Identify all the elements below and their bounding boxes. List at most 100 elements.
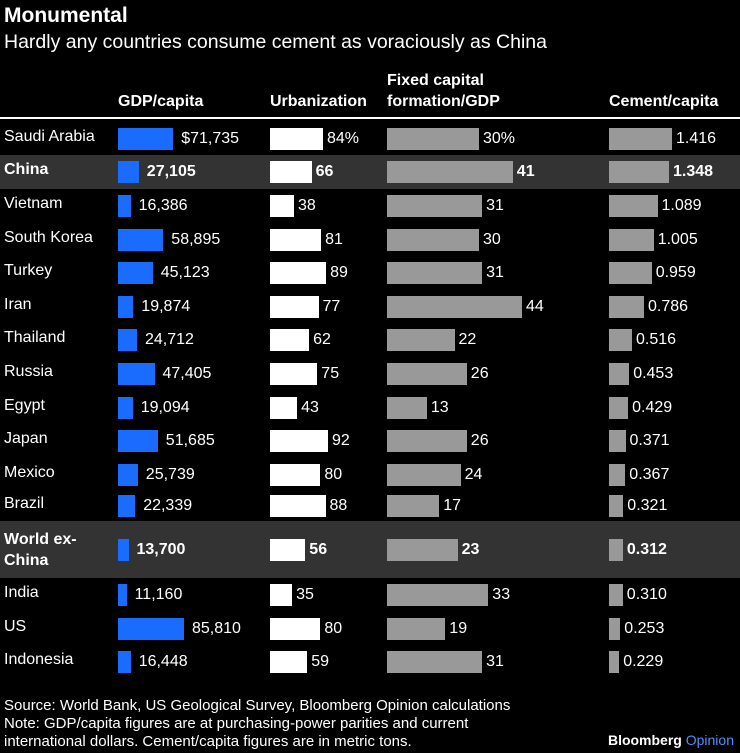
gdp-bar bbox=[118, 584, 127, 606]
cement-bar bbox=[609, 430, 626, 452]
country-label: India bbox=[4, 584, 39, 601]
cement-bar bbox=[609, 363, 630, 385]
gdp-bar bbox=[118, 617, 184, 640]
gdp-value: 58,895 bbox=[171, 230, 221, 248]
gdp-value: 11,160 bbox=[134, 586, 183, 603]
gdp-value: 13,700 bbox=[136, 540, 186, 558]
table-row: India 11,160 35 33 0.310 bbox=[0, 578, 740, 612]
gdp-bar bbox=[118, 495, 136, 517]
table-row: World ex- China 13,700 56 23 0.312 bbox=[0, 521, 740, 578]
urbanization-bar bbox=[270, 617, 321, 640]
fixed-capital-value: 30% bbox=[483, 129, 516, 147]
col-header-gfcf-line2: formation/GDP bbox=[387, 93, 500, 110]
source-note: Source: World Bank, US Geological Survey… bbox=[4, 697, 511, 714]
chart-title: Monumental bbox=[4, 4, 128, 27]
urbanization-value: 38 bbox=[298, 197, 316, 214]
table-row: US 85,810 80 19 0.253 bbox=[0, 612, 740, 645]
fixed-capital-value: 13 bbox=[430, 398, 449, 416]
urbanization-bar bbox=[270, 495, 326, 517]
country-label: China bbox=[4, 161, 49, 178]
urbanization-value: 88 bbox=[329, 497, 348, 514]
table-row: Vietnam 16,386 38 31 1.089 bbox=[0, 189, 740, 223]
country-label: Mexico bbox=[4, 463, 55, 481]
urbanization-bar bbox=[270, 329, 310, 351]
fixed-capital-bar bbox=[387, 396, 427, 419]
cement-value: 0.516 bbox=[636, 331, 677, 348]
cement-value: 1.089 bbox=[661, 197, 702, 214]
cement-value: 0.367 bbox=[629, 465, 670, 483]
gdp-value: 27,105 bbox=[146, 163, 196, 180]
note-line-2: international dollars. Cement/capita fig… bbox=[4, 733, 412, 750]
urbanization-value: 92 bbox=[332, 432, 350, 449]
fixed-capital-bar bbox=[387, 228, 479, 251]
fixed-capital-bar bbox=[387, 430, 467, 452]
gdp-bar bbox=[118, 228, 164, 251]
header-divider bbox=[0, 117, 740, 119]
country-label: Saudi Arabia bbox=[4, 127, 95, 145]
fixed-capital-value: 23 bbox=[461, 540, 480, 558]
cement-bar bbox=[609, 295, 644, 318]
cement-value: 0.959 bbox=[655, 264, 696, 281]
country-label: Egypt bbox=[4, 396, 45, 414]
table-row: Japan 51,685 92 26 0.371 bbox=[0, 424, 740, 458]
brand-logo: Bloomberg Opinion bbox=[608, 731, 734, 749]
urbanization-bar bbox=[270, 584, 293, 606]
gdp-value: 25,739 bbox=[145, 465, 195, 483]
chart-subtitle: Hardly any countries consume cement as v… bbox=[4, 31, 548, 53]
col-header-gfcf-line1: Fixed capital bbox=[387, 72, 484, 89]
fixed-capital-bar bbox=[387, 617, 446, 640]
gdp-bar bbox=[118, 430, 158, 452]
table-row: China 27,105 66 41 1.348 bbox=[0, 155, 740, 189]
fixed-capital-value: 41 bbox=[516, 163, 535, 180]
fixed-capital-value: 31 bbox=[486, 653, 504, 670]
gdp-value: 19,874 bbox=[141, 297, 191, 315]
table-row: Saudi Arabia $71,735 84% 30% 1.416 bbox=[0, 122, 740, 155]
urbanization-bar bbox=[270, 228, 322, 251]
fixed-capital-bar bbox=[387, 584, 489, 606]
gdp-value: 16,448 bbox=[138, 653, 188, 670]
urbanization-value: 59 bbox=[311, 653, 329, 670]
country-label: US bbox=[4, 617, 27, 635]
cement-value: 0.253 bbox=[624, 619, 665, 637]
urbanization-value: 56 bbox=[309, 540, 328, 558]
cement-value: 1.005 bbox=[657, 230, 698, 248]
fixed-capital-bar bbox=[387, 127, 479, 150]
gdp-value: $71,735 bbox=[181, 129, 240, 147]
urbanization-value: 75 bbox=[321, 365, 340, 382]
urbanization-bar bbox=[270, 396, 298, 419]
note-line-1: Note: GDP/capita figures are at purchasi… bbox=[4, 715, 469, 732]
fixed-capital-value: 31 bbox=[486, 197, 504, 214]
fixed-capital-value: 26 bbox=[470, 365, 489, 382]
urbanization-bar bbox=[270, 262, 327, 284]
fixed-capital-bar bbox=[387, 262, 483, 284]
urbanization-value: 66 bbox=[315, 163, 334, 180]
cement-value: 0.229 bbox=[623, 653, 664, 670]
urbanization-value: 89 bbox=[330, 264, 348, 281]
cement-bar bbox=[609, 161, 669, 183]
cement-value: 0.453 bbox=[633, 365, 674, 382]
table-row: Turkey 45,123 89 31 0.959 bbox=[0, 256, 740, 290]
fixed-capital-value: 22 bbox=[458, 331, 477, 348]
gdp-bar bbox=[118, 329, 137, 351]
fixed-capital-value: 44 bbox=[526, 297, 544, 315]
gdp-value: 22,339 bbox=[143, 497, 193, 514]
col-header-gdp: GDP/capita bbox=[118, 93, 204, 110]
urbanization-bar bbox=[270, 161, 312, 183]
urbanization-bar bbox=[270, 651, 308, 673]
gdp-bar bbox=[118, 396, 133, 419]
fixed-capital-bar bbox=[387, 363, 467, 385]
fixed-capital-value: 26 bbox=[470, 432, 489, 449]
cement-bar bbox=[609, 463, 626, 486]
cement-value: 0.371 bbox=[629, 432, 670, 449]
country-label: Vietnam bbox=[4, 195, 63, 212]
fixed-capital-value: 24 bbox=[464, 465, 483, 483]
gdp-value: 45,123 bbox=[160, 264, 210, 281]
urbanization-value: 43 bbox=[301, 398, 319, 416]
brand-bloomberg: Bloomberg bbox=[607, 732, 682, 748]
urbanization-bar bbox=[270, 295, 319, 318]
col-header-cement: Cement/capita bbox=[609, 93, 719, 110]
urbanization-bar bbox=[270, 430, 328, 452]
cement-value: 0.321 bbox=[627, 497, 668, 514]
urbanization-bar bbox=[270, 195, 294, 217]
